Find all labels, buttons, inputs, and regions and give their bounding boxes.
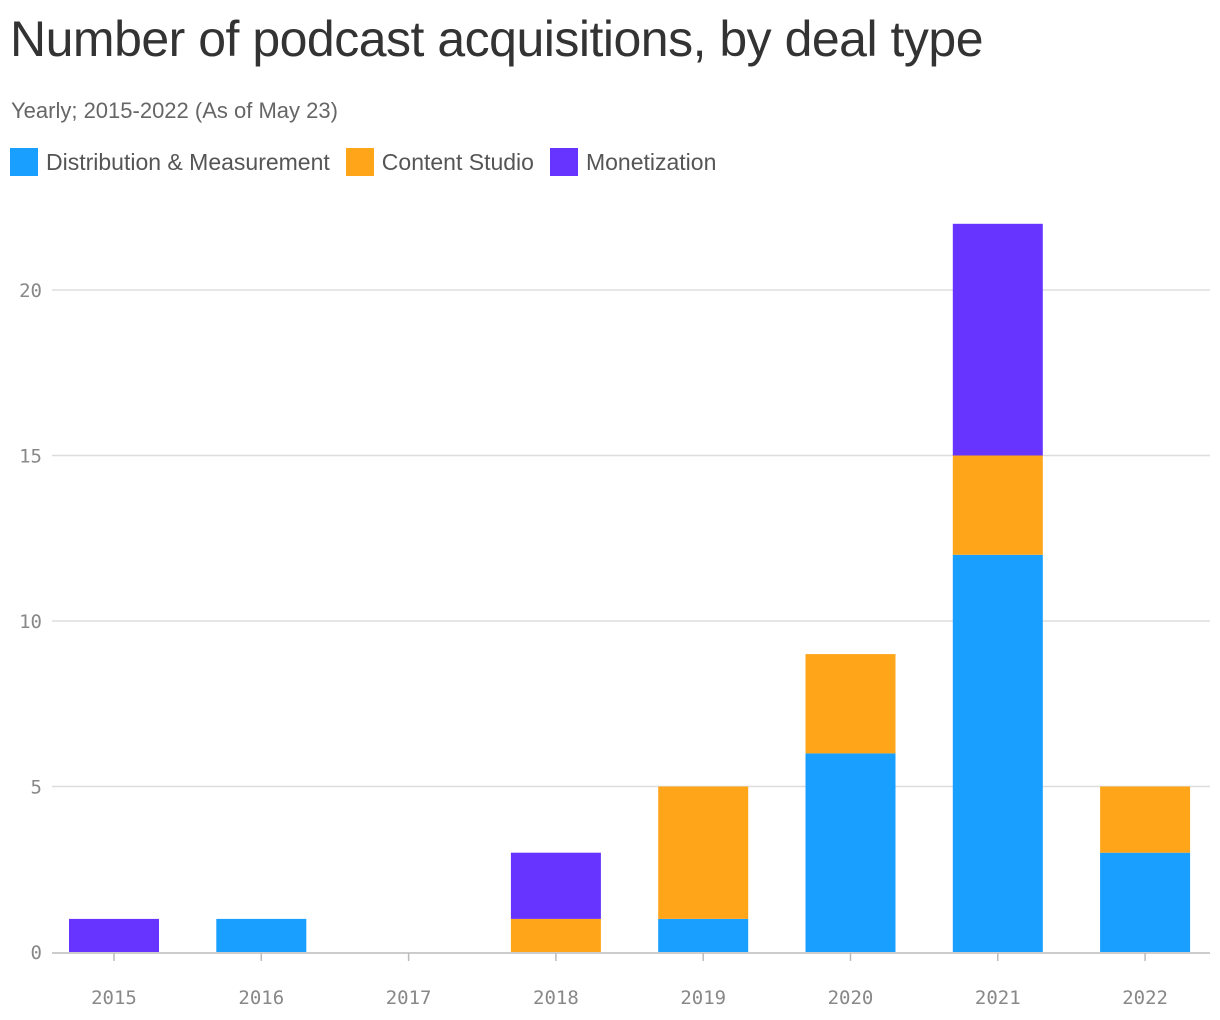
bar-2022-content-studio (1100, 786, 1191, 853)
x-tick-label-2020: 2020 (828, 987, 874, 1009)
bar-2021-monetization (952, 223, 1043, 456)
chart-title: Number of podcast acquisitions, by deal … (10, 11, 984, 67)
bar-2020-content-studio (805, 654, 896, 754)
bar-2021-distribution-measurement (952, 554, 1043, 952)
legend-swatch-distribution-measurement (10, 148, 38, 176)
bar-2015-monetization (69, 918, 159, 952)
bar-2019-distribution-measurement (658, 918, 749, 952)
bar-2018-monetization (510, 852, 601, 919)
bar-2022-distribution-measurement (1100, 852, 1191, 952)
legend-item-content-studio: Content Studio (345, 148, 534, 176)
x-tick-label-2016: 2016 (238, 987, 284, 1009)
bar-2019-content-studio (658, 786, 749, 919)
x-tick-label-2021: 2021 (975, 987, 1021, 1009)
legend-item-monetization: Monetization (549, 148, 717, 176)
x-tick-label-2018: 2018 (533, 987, 579, 1009)
axis-layer: 0 5 10 15 20 2015 2016 2017 2018 2019 2020 2021 2022 (19, 280, 1210, 1009)
y-tick-label-10: 10 (19, 611, 42, 633)
y-tick-label-0: 0 (31, 942, 42, 964)
x-tick-label-2015: 2015 (91, 987, 137, 1009)
x-tick-label-2017: 2017 (386, 987, 432, 1009)
y-tick-label-20: 20 (19, 280, 42, 302)
bar-2018-content-studio (510, 918, 601, 952)
legend-swatch-content-studio (345, 148, 374, 176)
legend-label-monetization: Monetization (585, 148, 717, 175)
bar-2016-distribution-measurement (216, 918, 307, 952)
bars-layer (69, 223, 1191, 952)
legend: Distribution & Measurement Content Studi… (10, 148, 716, 176)
x-tick-label-2022: 2022 (1122, 987, 1168, 1009)
legend-label-distribution-measurement: Distribution & Measurement (46, 148, 330, 175)
y-tick-label-5: 5 (31, 777, 42, 799)
chart-subtitle: Yearly; 2015-2022 (As of May 23) (11, 98, 338, 123)
x-tick-label-2019: 2019 (680, 987, 726, 1009)
bar-2021-content-studio (952, 455, 1043, 555)
bar-2020-distribution-measurement (805, 753, 896, 952)
y-tick-label-15: 15 (19, 446, 42, 468)
legend-swatch-monetization (549, 148, 578, 176)
legend-item-distribution-measurement: Distribution & Measurement (10, 148, 330, 176)
legend-label-content-studio: Content Studio (381, 148, 534, 175)
